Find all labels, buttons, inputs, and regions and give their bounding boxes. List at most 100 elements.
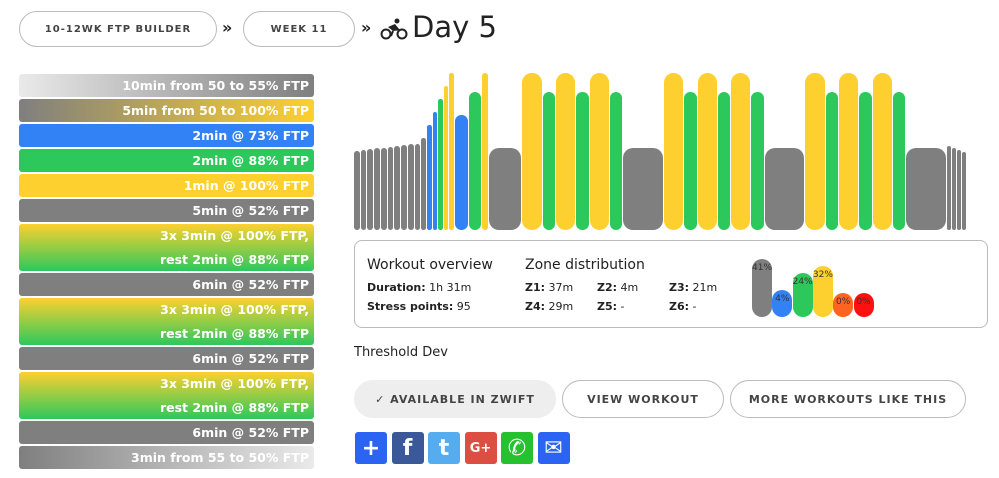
- step-text: 1min @ 100% FTP: [183, 178, 309, 193]
- workout-interval-bar[interactable]: [387, 146, 394, 230]
- workout-interval-bar[interactable]: [522, 73, 542, 230]
- workout-interval-bar[interactable]: [407, 144, 414, 230]
- zone-time: Z1: 37m: [525, 281, 573, 294]
- zone-label: Z5:: [597, 300, 618, 313]
- workout-interval-bar[interactable]: [892, 91, 906, 230]
- google-plus-icon[interactable]: G+: [464, 432, 497, 464]
- workout-step: 2min @ 88% FTP: [19, 149, 314, 172]
- workout-interval-bar[interactable]: [488, 148, 522, 230]
- workout-interval-bar[interactable]: [394, 146, 401, 230]
- workout-interval-bar[interactable]: [872, 73, 892, 230]
- zone-value: -: [692, 300, 697, 313]
- breadcrumb-plan[interactable]: 10-12WK FTP BUILDER: [19, 11, 217, 47]
- workout-step: 5min from 50 to 100% FTP: [19, 99, 314, 122]
- workout-step: 3min from 55 to 50% FTP: [19, 446, 314, 469]
- workout-overview-card: Workout overview Duration: 1h 31m Stress…: [354, 240, 988, 328]
- step-text: 3min from 55 to 50% FTP: [131, 450, 309, 465]
- workout-step: 3x 3min @ 100% FTP, rest 2min @ 88% FTP: [19, 372, 314, 419]
- workout-interval-bar[interactable]: [556, 73, 576, 230]
- workout-interval-bar[interactable]: [609, 91, 623, 230]
- breadcrumb-separator: »: [222, 18, 233, 37]
- breadcrumb-week[interactable]: WEEK 11: [243, 11, 355, 47]
- workout-interval-bar[interactable]: [764, 148, 805, 230]
- workout-interval-bar[interactable]: [839, 73, 859, 230]
- workout-interval-bar[interactable]: [951, 147, 956, 230]
- zone-label: Z3:: [669, 281, 690, 294]
- workout-profile-chart: [354, 73, 966, 230]
- step-text: 3x 3min @ 100% FTP,: [160, 302, 309, 318]
- workout-interval-bar[interactable]: [374, 148, 380, 230]
- zone-distribution-bar: 24%: [792, 273, 813, 317]
- workout-interval-bar[interactable]: [401, 145, 407, 230]
- zone-distribution-bar: 0%: [833, 293, 854, 317]
- workout-interval-bar[interactable]: [731, 73, 751, 230]
- workout-interval-bar[interactable]: [717, 91, 731, 230]
- zone-label: Z6:: [669, 300, 690, 313]
- zone-time: Z6: -: [669, 300, 697, 313]
- workout-interval-bar[interactable]: [443, 86, 449, 230]
- stress-points: Stress points: 95: [367, 300, 471, 313]
- zone-time: Z3: 21m: [669, 281, 717, 294]
- stress-value: 95: [456, 300, 471, 313]
- workout-interval-bar[interactable]: [589, 73, 609, 230]
- more-workouts-button[interactable]: MORE WORKOUTS LIKE THIS: [730, 380, 966, 418]
- workout-step: 6min @ 52% FTP: [19, 347, 314, 370]
- workout-interval-bar[interactable]: [946, 145, 951, 230]
- workout-step: 3x 3min @ 100% FTP, rest 2min @ 88% FTP: [19, 298, 314, 345]
- zone-time: Z2: 4m: [597, 281, 638, 294]
- workout-interval-bar[interactable]: [421, 138, 426, 230]
- workout-step: 1min @ 100% FTP: [19, 174, 314, 197]
- workout-interval-bar[interactable]: [576, 91, 589, 230]
- workout-interval-bar[interactable]: [426, 125, 432, 230]
- workout-interval-bar[interactable]: [367, 149, 374, 230]
- facebook-icon[interactable]: f: [391, 432, 424, 464]
- zone-value: 4m: [620, 281, 639, 294]
- workout-step: 10min from 50 to 55% FTP: [19, 74, 314, 97]
- stress-label: Stress points:: [367, 300, 454, 313]
- workout-interval-bar[interactable]: [956, 149, 961, 230]
- workout-interval-bar[interactable]: [414, 143, 421, 230]
- workout-interval-bar[interactable]: [859, 91, 872, 230]
- available-in-zwift-button[interactable]: ✓ AVAILABLE IN ZWIFT: [354, 380, 556, 418]
- workout-interval-bar[interactable]: [961, 151, 966, 230]
- workout-interval-bar[interactable]: [481, 73, 488, 230]
- workout-step: 6min @ 52% FTP: [19, 273, 314, 296]
- zone-time: Z5: -: [597, 300, 625, 313]
- workout-interval-bar[interactable]: [663, 73, 684, 230]
- workout-interval-bar[interactable]: [438, 99, 443, 230]
- zone-value: 37m: [548, 281, 574, 294]
- step-text: 2min @ 88% FTP: [192, 153, 309, 168]
- workout-interval-bar[interactable]: [449, 73, 455, 230]
- workout-interval-bar[interactable]: [354, 150, 360, 230]
- workout-interval-bar[interactable]: [468, 91, 481, 230]
- breadcrumb-separator: »: [361, 18, 372, 37]
- duration: Duration: 1h 31m: [367, 281, 471, 294]
- view-workout-button[interactable]: VIEW WORKOUT: [562, 380, 724, 418]
- email-icon[interactable]: ✉: [537, 432, 570, 464]
- zone-label: Z1:: [525, 281, 546, 294]
- workout-interval-bar[interactable]: [542, 91, 556, 230]
- workout-interval-bar[interactable]: [360, 149, 367, 230]
- workout-interval-bar[interactable]: [805, 73, 825, 230]
- workout-interval-bar[interactable]: [684, 91, 697, 230]
- workout-interval-bar[interactable]: [623, 148, 663, 230]
- workout-interval-bar[interactable]: [906, 148, 946, 230]
- share-plus-icon[interactable]: +: [355, 432, 387, 464]
- zone-value: 21m: [692, 281, 718, 294]
- workout-step: 6min @ 52% FTP: [19, 421, 314, 444]
- zone-label: Z2:: [597, 281, 618, 294]
- workout-interval-bar[interactable]: [455, 115, 468, 230]
- workout-interval-bar[interactable]: [432, 112, 438, 230]
- overview-title: Workout overview: [367, 257, 493, 273]
- workout-interval-bar[interactable]: [825, 91, 838, 230]
- twitter-icon[interactable]: t: [428, 432, 460, 464]
- workout-interval-bar[interactable]: [380, 147, 387, 230]
- whatsapp-icon[interactable]: ✆: [501, 432, 533, 464]
- workout-interval-bar[interactable]: [697, 73, 717, 230]
- workout-step: 2min @ 73% FTP: [19, 124, 314, 147]
- step-text: 6min @ 52% FTP: [192, 425, 309, 440]
- duration-label: Duration:: [367, 281, 426, 294]
- step-text: 3x 3min @ 100% FTP,: [160, 228, 309, 244]
- step-text: 6min @ 52% FTP: [192, 351, 309, 366]
- workout-interval-bar[interactable]: [751, 91, 764, 230]
